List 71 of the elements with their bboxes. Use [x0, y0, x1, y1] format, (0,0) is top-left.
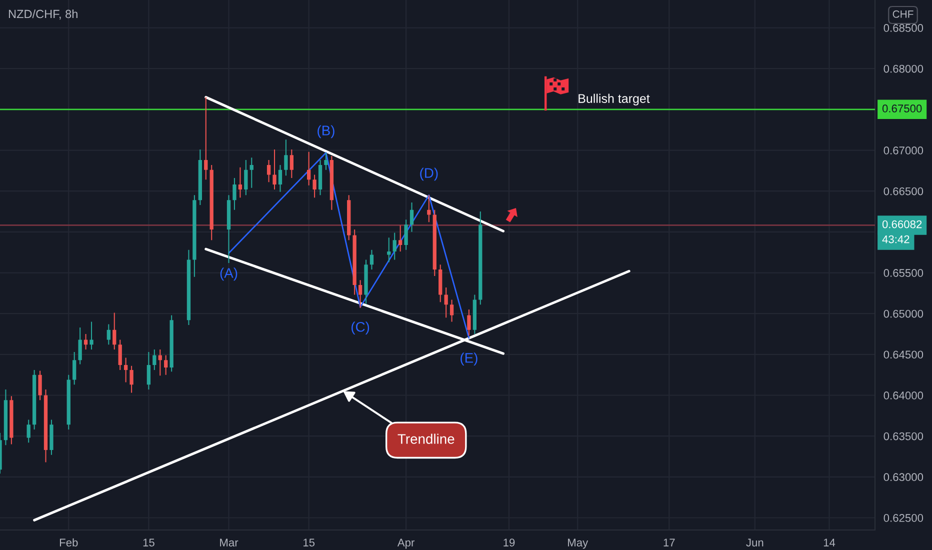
annotation: (E)	[460, 352, 478, 366]
candlestick	[410, 202, 414, 232]
candlestick	[387, 238, 391, 262]
y-tick-label: 0.64500	[884, 350, 924, 359]
candlestick	[26, 420, 30, 443]
candlestick	[124, 358, 128, 382]
candlestick	[352, 229, 356, 295]
text: NZD/CHF, 8h	[8, 10, 78, 20]
annotation: Trendline	[398, 434, 454, 444]
candlestick	[318, 160, 322, 196]
annotation: (D)	[420, 168, 438, 181]
x-tick-label: 15	[143, 538, 154, 546]
y-tick-label: 0.67000	[884, 146, 924, 154]
candlestick	[438, 264, 442, 302]
annotation: (B)	[318, 125, 334, 138]
candlestick	[112, 312, 116, 350]
candlestick	[432, 210, 436, 276]
candlestick	[427, 195, 431, 222]
candlestick	[106, 324, 110, 345]
y-tick-label: 0.65000	[884, 310, 924, 318]
candlestick	[32, 370, 36, 430]
ref-line-label: 0.67500	[882, 104, 922, 112]
candlestick	[472, 294, 477, 334]
x-tick-label: Mar	[220, 538, 238, 546]
y-tick-label: 0.63500	[884, 432, 924, 440]
candlestick	[50, 420, 54, 455]
candlestick	[364, 260, 368, 304]
candlestick	[38, 370, 42, 400]
candlestick	[10, 396, 14, 444]
annotation: (A)	[220, 268, 238, 281]
x-tick-label: May	[568, 538, 588, 549]
candlestick	[450, 300, 454, 322]
y-tick-label: 0.65500	[884, 269, 924, 277]
candlestick	[44, 390, 48, 462]
ref-line-label: 0.66082	[882, 220, 922, 228]
y-tick-label: 0.68500	[884, 24, 924, 32]
x-tick-label: Jun	[746, 538, 764, 546]
y-tick-label: 0.64000	[884, 392, 924, 400]
candlestick	[90, 322, 94, 350]
candlestick	[392, 232, 396, 260]
candlestick	[478, 212, 482, 305]
candlestick	[118, 340, 122, 370]
candlestick	[404, 220, 408, 250]
x-tick-label: 17	[664, 538, 675, 546]
candlestick	[398, 225, 402, 252]
candlestick	[444, 287, 448, 318]
candlestick	[324, 152, 328, 170]
candlestick	[130, 366, 134, 393]
x-tick-label: 14	[824, 538, 836, 546]
candlestick	[358, 280, 362, 308]
x-tick-label: Feb	[60, 538, 78, 546]
candlestick	[347, 195, 351, 240]
y-tick-label: 0.63000	[884, 473, 924, 482]
candlestick	[330, 156, 334, 210]
x-tick-label: Apr	[397, 538, 415, 549]
candlestick	[78, 327, 82, 364]
candlestick	[370, 250, 374, 270]
y-axis-title: CHF	[892, 10, 914, 18]
y-tick-label: 0.62500	[884, 514, 924, 522]
annotation: (C)	[352, 322, 370, 335]
candlestick	[66, 374, 70, 430]
y-tick-label: 0.68000	[884, 64, 924, 73]
candlestick	[72, 352, 76, 385]
candlestick	[467, 310, 471, 336]
y-tick-label: 0.66500	[884, 187, 924, 196]
annotation: Bullish target	[578, 94, 650, 106]
candlestick	[4, 390, 8, 446]
candlestick	[84, 334, 88, 350]
x-tick-label: 19	[504, 538, 515, 546]
x-tick-label: 15	[303, 538, 315, 546]
text: 43:42	[882, 235, 910, 244]
